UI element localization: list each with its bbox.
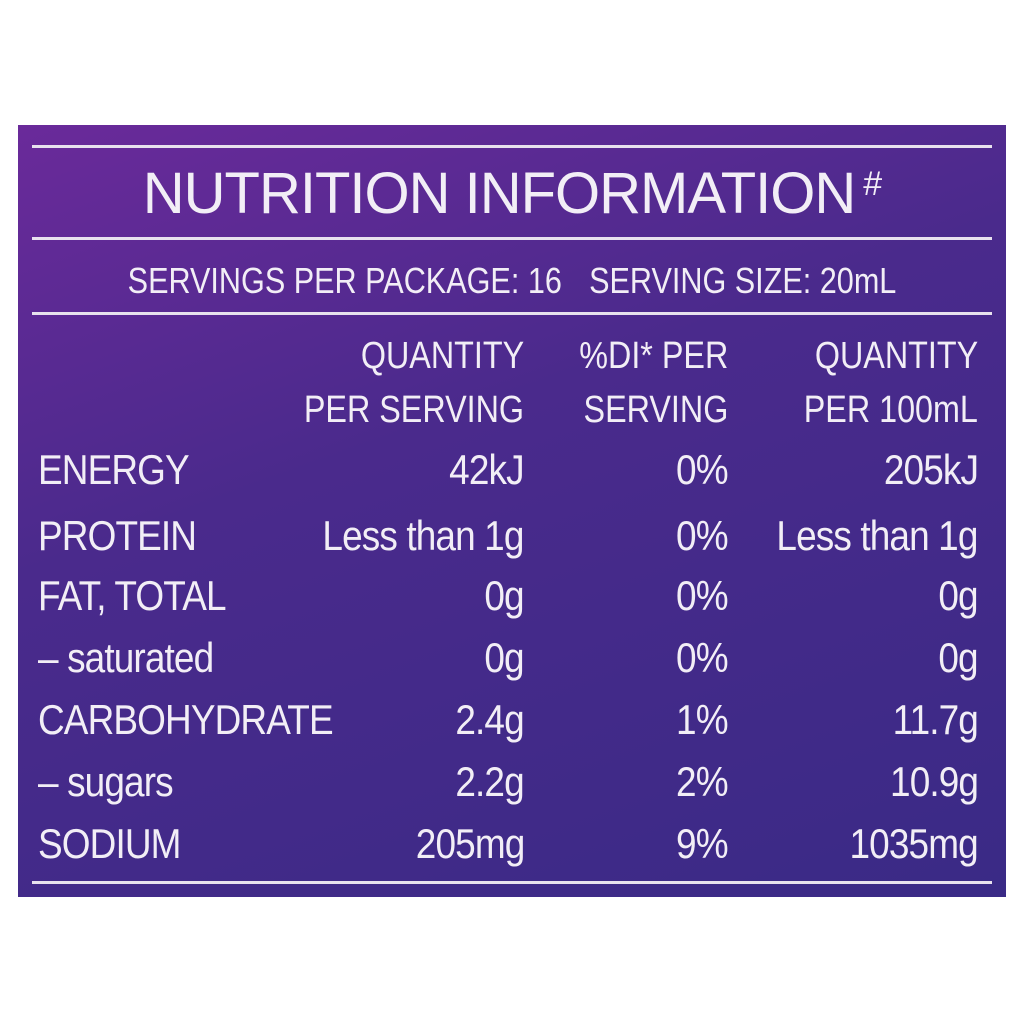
column-header: QUANTITY (814, 335, 978, 377)
title-mark: # (863, 165, 882, 203)
nutrient-value: 42kJ (449, 446, 524, 493)
nutrient-label: SODIUM (38, 820, 181, 867)
servings-per-package: SERVINGS PER PACKAGE: 16 (127, 260, 562, 301)
nutrient-value: 0% (676, 572, 729, 619)
nutrient-value: 0g (938, 572, 979, 619)
nutrient-value: Less than 1g (776, 512, 979, 559)
nutrient-value: Less than 1g (322, 512, 525, 559)
nutrient-value: 1035mg (849, 820, 979, 867)
nutrient-label: CARBOHYDRATE (38, 696, 334, 743)
nutrient-value: 2.2g (455, 758, 525, 805)
nutrient-label: – sugars (38, 758, 174, 805)
nutrient-value: 11.7g (892, 696, 979, 743)
rule (32, 881, 992, 884)
nutrient-value: 0g (484, 634, 525, 681)
title-line: NUTRITION INFORMATION # (18, 165, 1006, 223)
nutrient-label: PROTEIN (38, 512, 197, 559)
rule (32, 312, 992, 315)
column-header: QUANTITY (360, 335, 524, 377)
rule (32, 237, 992, 240)
serving-size: SERVING SIZE: 20mL (589, 260, 897, 301)
nutrient-label: – saturated (38, 634, 214, 681)
nutrient-value: 2.4g (455, 696, 525, 743)
column-header: PER SERVING (303, 389, 524, 431)
nutrient-value: 0g (938, 634, 979, 681)
nutrient-value: 2% (676, 758, 729, 805)
nutrient-label: ENERGY (38, 446, 190, 493)
nutrient-value: 10.9g (889, 758, 979, 805)
nutrition-panel: NUTRITION INFORMATION # SERVINGS PER PACK… (18, 125, 1006, 897)
title: NUTRITION INFORMATION (142, 161, 857, 226)
nutrient-value: 9% (676, 820, 729, 867)
nutrient-value: 1% (676, 696, 729, 743)
nutrient-value: 0% (676, 446, 729, 493)
nutrient-value: 0% (676, 634, 729, 681)
nutrient-value: 205kJ (883, 446, 979, 493)
nutrient-value: 205mg (415, 820, 524, 867)
column-header: %DI* PER (579, 335, 728, 377)
column-header: PER 100mL (803, 389, 978, 431)
servings-line: SERVINGS PER PACKAGE: 16 SERVING SIZE: 20… (92, 263, 932, 299)
column-header: SERVING (583, 389, 728, 431)
nutrient-label: FAT, TOTAL (38, 572, 227, 619)
nutrient-value: 0% (676, 512, 729, 559)
rule (32, 145, 992, 148)
nutrient-value: 0g (484, 572, 525, 619)
